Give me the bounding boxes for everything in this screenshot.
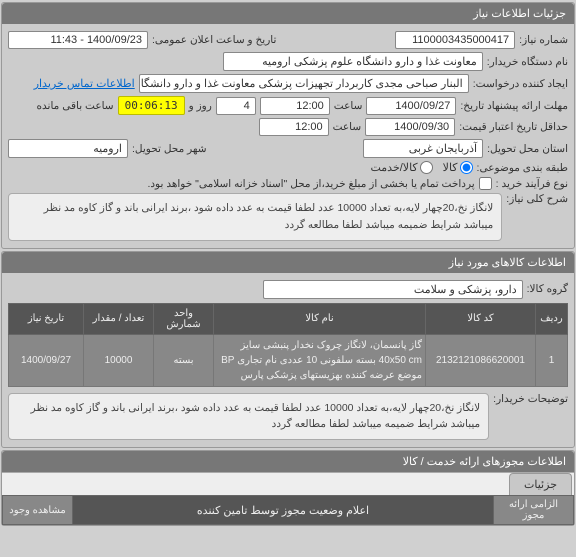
radio-service-label: کالا/خدمت — [370, 161, 417, 174]
need-no-value: 1100003435000417 — [395, 31, 515, 49]
cell-qty: 10000 — [84, 334, 154, 386]
day-label: روز و — [189, 100, 212, 112]
attach-cell[interactable]: الزامی ارائه مجوز — [494, 496, 574, 525]
items-header: اطلاعات کالاهای مورد نیاز — [2, 252, 574, 273]
radio-goods-label: کالا — [443, 161, 458, 174]
radio-service[interactable]: کالا/خدمت — [370, 161, 432, 174]
need-info-header: جزئیات اطلاعات نیاز — [2, 3, 574, 24]
items-header-row: ردیف کد کالا نام کالا واحد شمارش تعداد /… — [9, 303, 568, 334]
tabs-bar: جزئیات — [2, 472, 574, 495]
buyer-contact-link[interactable]: اطلاعات تماس خریدار — [34, 77, 135, 90]
city-label: شهر محل تحویل: — [132, 143, 207, 155]
desc-text: لانگاز نخ،20چهار لایه،به تعداد 10000 عدد… — [8, 193, 502, 241]
buyer-label: نام دستگاه خریدار: — [487, 56, 568, 68]
extra-label: توضیحات خریدار: — [493, 393, 568, 405]
min-valid-date: 1400/09/30 — [365, 118, 455, 136]
process-note: پرداخت تمام یا بخشی از مبلغ خرید،از محل … — [147, 178, 474, 190]
province-value: آذربایجان غربی — [363, 139, 483, 158]
col-name: نام کالا — [214, 303, 426, 334]
view-cell[interactable]: مشاهده وجود — [3, 496, 73, 525]
announce-label: تاریخ و ساعت اعلان عمومی: — [152, 34, 276, 46]
countdown-timer: 00:06:13 — [118, 96, 185, 115]
bid-date: 1400/09/27 — [366, 97, 456, 115]
announce-value: 1400/09/23 - 11:43 — [8, 31, 148, 49]
group-label: گروه کالا: — [527, 283, 568, 295]
province-label: استان محل تحویل: — [487, 143, 568, 155]
category-label: طبقه بندی موضوعی: — [477, 162, 568, 174]
city-value: ارومیه — [8, 139, 128, 158]
tab-details[interactable]: جزئیات — [509, 473, 572, 495]
cell-unit: بسته — [154, 334, 214, 386]
radio-service-input[interactable] — [420, 161, 433, 174]
need-no-label: شماره نیاز: — [519, 34, 568, 46]
cell-date: 1400/09/27 — [9, 334, 84, 386]
requester-value: البنار صباحی مجدی کاربردار تجهیزات پزشکی… — [139, 74, 469, 93]
process-label: نوع فرآیند خرید : — [496, 178, 568, 190]
col-row: ردیف — [536, 303, 568, 334]
col-date: تاریخ نیاز — [9, 303, 84, 334]
buyer-value: معاونت غذا و دارو دانشگاه علوم پزشکی ارو… — [223, 52, 483, 71]
min-valid-label: حداقل تاریخ اعتبار قیمت: — [459, 121, 568, 133]
cell-row: 1 — [536, 334, 568, 386]
requester-label: ایجاد کننده درخواست: — [473, 78, 568, 90]
col-qty: تعداد / مقدار — [84, 303, 154, 334]
days-remaining: 4 — [216, 97, 256, 115]
col-code: کد کالا — [426, 303, 536, 334]
licenses-panel: اطلاعات مجوزهای ارائه خدمت / کالا جزئیات… — [1, 450, 575, 526]
items-panel: اطلاعات کالاهای مورد نیاز گروه کالا: دار… — [1, 251, 575, 449]
min-valid-time: 12:00 — [259, 118, 329, 136]
cell-code: 2132121086620001 — [426, 334, 536, 386]
need-info-panel: جزئیات اطلاعات نیاز شماره نیاز: 11000034… — [1, 2, 575, 249]
time-label-1: ساعت — [334, 100, 363, 112]
radio-goods[interactable]: کالا — [443, 161, 473, 174]
process-checkbox[interactable] — [479, 177, 492, 190]
col-unit: واحد شمارش — [154, 303, 214, 334]
bid-time: 12:00 — [260, 97, 330, 115]
desc-label: شرح کلی نیاز: — [506, 193, 568, 205]
table-row[interactable]: 1 2132121086620001 گاز پانسمان، لانگاز چ… — [9, 334, 568, 386]
cell-name: گاز پانسمان، لانگاز چروک نخدار پنبشی سای… — [214, 334, 426, 386]
items-table: ردیف کد کالا نام کالا واحد شمارش تعداد /… — [8, 303, 568, 387]
extra-text: لانگاز نخ،20چهار لایه،به تعداد 10000 عدد… — [8, 393, 489, 441]
licenses-header: اطلاعات مجوزهای ارائه خدمت / کالا — [2, 451, 574, 472]
bid-deadline-label: مهلت ارائه پیشنهاد تاریخ: — [460, 100, 568, 112]
radio-goods-input[interactable] — [460, 161, 473, 174]
status-title: اعلام وضعیت مجوز توسط تامین کننده — [73, 496, 494, 525]
remain-label: ساعت باقی مانده — [37, 100, 114, 112]
group-value: دارو، پزشکی و سلامت — [263, 280, 523, 299]
time-label-2: ساعت — [333, 121, 362, 133]
